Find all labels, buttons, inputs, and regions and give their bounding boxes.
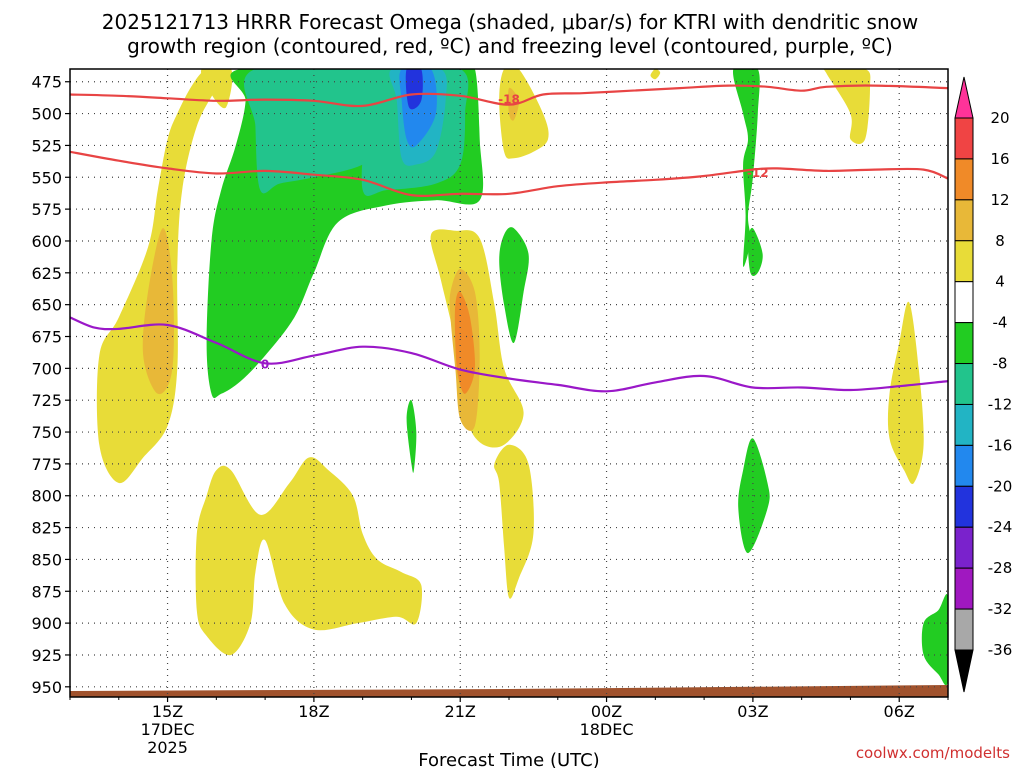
ytick-label-800: 800 (31, 487, 62, 506)
ytick-label-575: 575 (31, 200, 62, 219)
colorbar-swatch--36 (954, 608, 974, 651)
ytick-label-825: 825 (31, 519, 62, 538)
xtick-label-15Z: 15Z (152, 702, 183, 721)
dgz-minus-12-line-label: -12 (747, 166, 769, 180)
colorbar-label--28: -28 (988, 559, 1013, 577)
colorbar-label-8: 8 (995, 232, 1005, 250)
omega-pos-4-top-mid (499, 69, 549, 159)
ytick-label-925: 925 (31, 646, 62, 665)
colorbar: 20 16 12 8 4 -4 -8 -12 -16 -20 -24 -28 -32 -36 (954, 76, 1013, 693)
xtick-label-21Z: 21Z (445, 702, 476, 721)
omega-pos-8-left-column (142, 228, 174, 395)
colorbar-swatch-16 (954, 117, 974, 160)
colorbar-swatch-12 (954, 158, 974, 201)
colorbar-over-triangle (954, 76, 974, 119)
colorbar-swatch--28 (954, 526, 974, 569)
omega-pos-4-low-left (195, 457, 423, 656)
omega-neg-8-right-lobe (747, 227, 763, 277)
xtick-label-03Z: 03Z (737, 702, 768, 721)
omega-neg-8-right-low (921, 594, 948, 686)
ytick-label-850: 850 (31, 550, 62, 569)
colorbar-label--12: -12 (988, 395, 1013, 413)
omega-pos-4-low-mid (494, 444, 534, 599)
omega-neg-24-core (405, 69, 423, 110)
colorbar-swatch-8 (954, 199, 974, 242)
omega-pos-12-central-core (454, 291, 476, 394)
colorbar-swatch--16 (954, 403, 974, 446)
colorbar-label--4: -4 (993, 314, 1008, 332)
colorbar-label--24: -24 (988, 518, 1013, 536)
chart-title-line-2: growth region (contoured, red, ºC) and f… (127, 34, 893, 58)
colorbar-label-4: 4 (995, 273, 1005, 291)
terrain-layer (70, 685, 948, 697)
colorbar-swatch--32 (954, 567, 974, 610)
xtick-label-18DEC: 18DEC (580, 720, 634, 739)
colorbar-label-16: 16 (990, 150, 1009, 168)
x-axis-label: Forecast Time (UTC) (418, 750, 599, 768)
colorbar-swatch--20 (954, 444, 974, 487)
contour-lines-layer: -18 -12 0 (70, 84, 948, 393)
xtick-label-18Z: 18Z (298, 702, 329, 721)
omega-pos-4-tiny (650, 69, 661, 80)
site-credit: coolwx.com/modelts (856, 744, 1010, 762)
colorbar-label--32: -32 (988, 600, 1013, 618)
colorbar-swatch--24 (954, 485, 974, 528)
pressure-axis: 475 500 525 550 575 600 625 650 675 700 725 750 775 8… (31, 73, 70, 697)
omega-shading-layer (96, 69, 948, 686)
colorbar-swatch--4 (954, 281, 974, 324)
colorbar-label--36: -36 (988, 641, 1013, 659)
colorbar-swatch--12 (954, 363, 974, 405)
gridlines (70, 69, 948, 697)
ytick-label-675: 675 (31, 328, 62, 347)
colorbar-label--8: -8 (993, 355, 1008, 373)
ytick-label-550: 550 (31, 168, 62, 187)
ytick-label-725: 725 (31, 391, 62, 410)
ytick-label-650: 650 (31, 296, 62, 315)
omega-pos-4-right-top (823, 69, 871, 144)
ytick-label-700: 700 (31, 359, 62, 378)
xtick-label-17DEC: 17DEC (141, 720, 195, 739)
freezing-level-line-label: 0 (261, 357, 269, 371)
ytick-label-475: 475 (31, 73, 62, 92)
ytick-label-950: 950 (31, 678, 62, 697)
colorbar-swatch-4 (954, 240, 974, 283)
chart-title-line-1: 2025121713 HRRR Forecast Omega (shaded, … (102, 10, 918, 34)
ytick-label-875: 875 (31, 582, 62, 601)
ytick-label-900: 900 (31, 614, 62, 633)
omega-neg-8-small-1 (406, 399, 417, 473)
colorbar-label-12: 12 (990, 191, 1009, 209)
colorbar-swatch--8 (954, 322, 974, 365)
xtick-label-2025: 2025 (147, 738, 188, 757)
ytick-label-750: 750 (31, 423, 62, 442)
ytick-label-775: 775 (31, 455, 62, 474)
xtick-label-00Z: 00Z (591, 702, 622, 721)
ytick-label-500: 500 (31, 105, 62, 124)
omega-neg-8-low-mid (738, 438, 770, 554)
dgz-minus-18-line (70, 84, 948, 108)
xtick-label-06Z: 06Z (884, 702, 915, 721)
colorbar-label-20: 20 (990, 109, 1009, 127)
omega-neg-8-right-strip (733, 69, 760, 267)
dgz-minus-12-line (70, 150, 948, 197)
omega-pos-4-top-left (201, 69, 233, 109)
dgz-minus-18-line-label: -18 (498, 92, 520, 106)
ground-terrain (70, 685, 948, 697)
colorbar-under-triangle (954, 649, 974, 693)
colorbar-label--20: -20 (988, 477, 1013, 495)
omega-pos-4-right-mid (887, 301, 924, 485)
omega-neg-8-mid-lobe (499, 227, 529, 344)
ytick-label-625: 625 (31, 264, 62, 283)
ytick-label-525: 525 (31, 136, 62, 155)
freezing-level-line (70, 316, 948, 393)
colorbar-label--16: -16 (988, 436, 1013, 454)
ytick-label-600: 600 (31, 232, 62, 251)
